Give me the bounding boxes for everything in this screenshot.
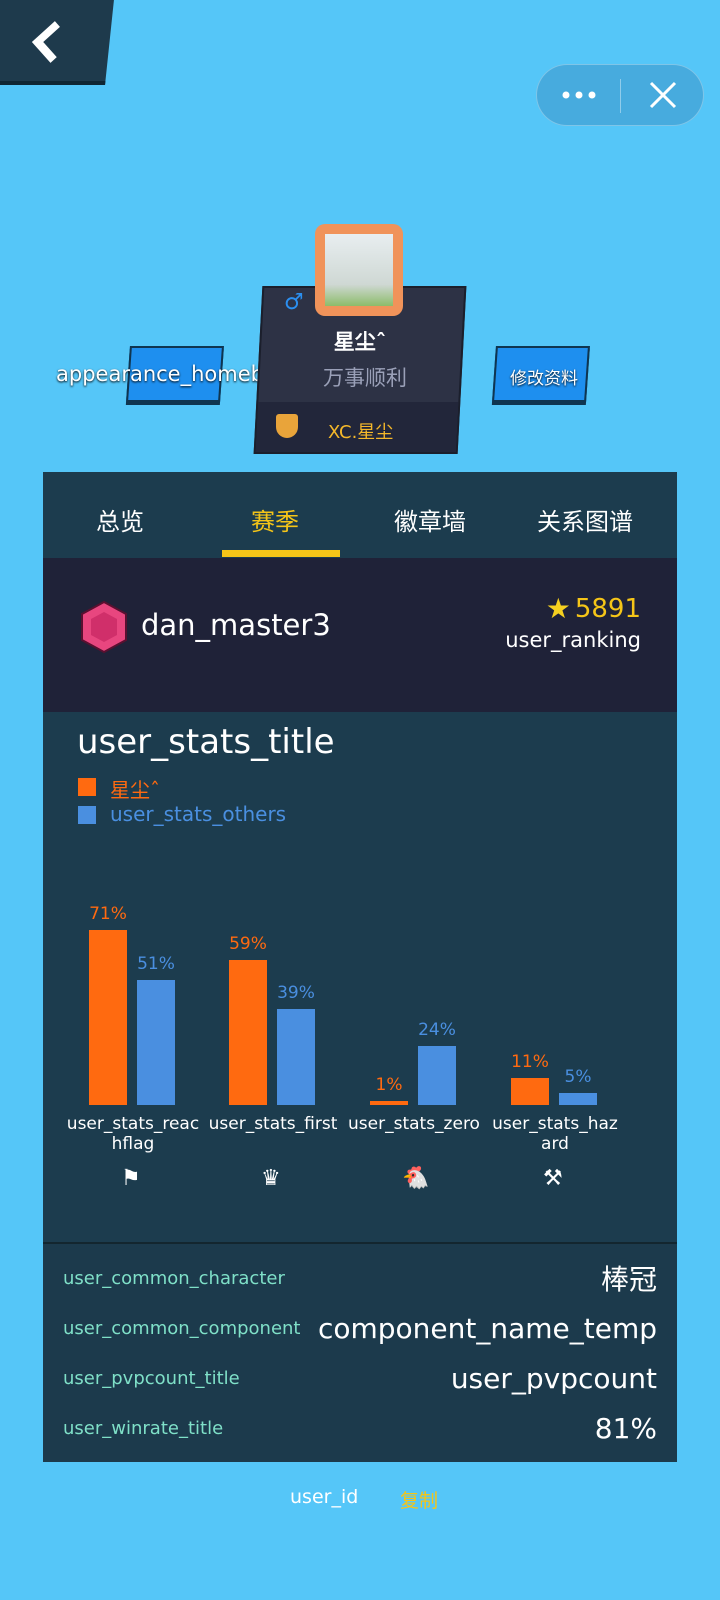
tab-bar: 总览 赛季 徽章墙 关系图谱 xyxy=(43,472,677,558)
legend-swatch-others xyxy=(78,806,96,824)
summary-title: user_common_component xyxy=(63,1317,301,1339)
mini-program-capsule xyxy=(536,64,704,126)
player-motto: 万事顺利 xyxy=(323,366,407,390)
appearance-home-label[interactable]: appearance_homebtn xyxy=(56,362,286,386)
player-name: 星尘ˆ xyxy=(333,330,387,354)
ellipsis-icon xyxy=(562,91,596,99)
summary-title: user_pvpcount_title xyxy=(63,1367,240,1389)
male-icon: ♂ xyxy=(284,290,304,315)
summary-row: user_common_character 棒冠 xyxy=(63,1254,657,1302)
tab-relationship[interactable]: 关系图谱 xyxy=(537,508,633,536)
guild-name[interactable]: XC.星尘 xyxy=(328,422,394,443)
ranking-label: user_ranking xyxy=(505,628,641,652)
summary-value: 81% xyxy=(594,1411,657,1445)
more-button[interactable] xyxy=(549,75,609,115)
summary-value: user_pvpcount xyxy=(450,1361,657,1395)
legend-label-others: user_stats_others xyxy=(110,802,287,826)
chevron-left-icon xyxy=(31,21,60,63)
tab-badge-wall[interactable]: 徽章墙 xyxy=(394,508,466,536)
dan-name: dan_master3 xyxy=(141,608,331,642)
back-button[interactable] xyxy=(0,0,115,85)
summary-section xyxy=(43,1242,677,1462)
summary-row: user_common_component component_name_temp xyxy=(63,1304,657,1352)
tab-overview[interactable]: 总览 xyxy=(96,508,144,536)
close-button[interactable] xyxy=(633,75,693,115)
tab-season[interactable]: 赛季 xyxy=(251,508,299,536)
rank-score: 5891 xyxy=(574,593,641,624)
summary-title: user_winrate_title xyxy=(63,1417,224,1439)
legend-label-self: 星尘ˆ xyxy=(110,778,160,802)
summary-value: 棒冠 xyxy=(600,1263,657,1296)
edit-profile-label[interactable]: 修改资料 xyxy=(510,369,578,389)
copy-button[interactable]: 复制 xyxy=(400,1490,439,1512)
avatar[interactable] xyxy=(315,224,403,316)
star-icon: ★ xyxy=(545,592,571,625)
summary-row: user_pvpcount_title user_pvpcount xyxy=(63,1354,657,1402)
active-tab-indicator xyxy=(222,550,340,557)
legend-swatch-self xyxy=(78,778,96,796)
dan-gem-icon xyxy=(81,600,127,654)
summary-value: component_name_temp xyxy=(317,1311,657,1345)
user-id: user_id xyxy=(290,1486,359,1508)
close-icon xyxy=(649,81,677,109)
chart-title: user_stats_title xyxy=(77,722,335,762)
rank-section: dan_master3 ★ 5891 user_ranking xyxy=(43,558,677,712)
guild-badge-icon xyxy=(276,414,298,438)
summary-title: user_common_character xyxy=(63,1267,285,1289)
summary-row: user_winrate_title 81% xyxy=(63,1404,657,1452)
